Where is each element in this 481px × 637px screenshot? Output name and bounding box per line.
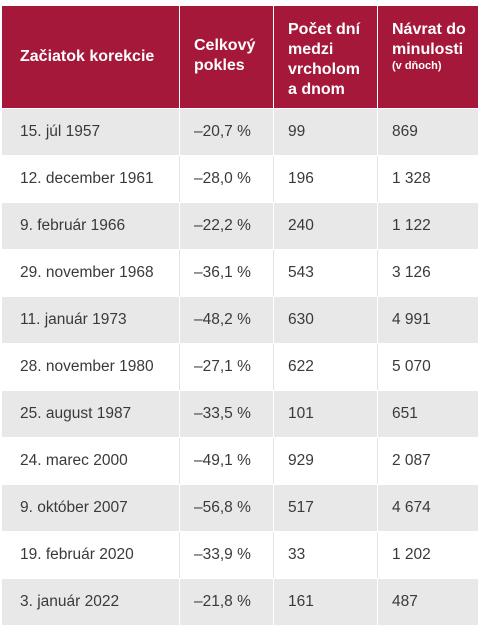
table-row: 3. január 2022 –21,8 % 161 487 bbox=[2, 578, 478, 625]
cell-decline: –56,8 % bbox=[180, 485, 274, 531]
cell-days-peak-trough: 33 bbox=[274, 532, 378, 578]
header-decline: Celkový pokles bbox=[180, 6, 274, 108]
cell-start: 9. október 2007 bbox=[2, 485, 180, 531]
table-row: 25. august 1987 –33,5 % 101 651 bbox=[2, 390, 478, 437]
cell-days-recovery: 1 122 bbox=[392, 217, 431, 234]
cell-start: 11. január 1973 bbox=[2, 297, 180, 343]
header-start-label: Začiatok korekcie bbox=[20, 48, 155, 65]
header-recovery-label: Návrat do minulosti bbox=[392, 21, 466, 58]
cell-start: 24. marec 2000 bbox=[2, 438, 180, 484]
cell-days-peak-trough: 240 bbox=[274, 203, 378, 249]
header-decline-label: Celkový pokles bbox=[194, 37, 256, 74]
cell-days-peak-trough: 517 bbox=[274, 485, 378, 531]
table-row: 24. marec 2000 –49,1 % 929 2 087 bbox=[2, 437, 478, 484]
table-row: 11. január 1973 –48,2 % 630 4 991 bbox=[2, 296, 478, 343]
cell-days-peak-trough: 161 bbox=[274, 579, 378, 625]
cell-start: 25. august 1987 bbox=[2, 391, 180, 437]
table-row: 19. február 2020 –33,9 % 33 1 202 bbox=[2, 531, 478, 578]
cell-decline: –48,2 % bbox=[180, 297, 274, 343]
cell-decline: –21,8 % bbox=[180, 579, 274, 625]
table-row: 29. november 1968 –36,1 % 543 3 126 bbox=[2, 249, 478, 296]
corrections-table: Začiatok korekcie Celkový pokles Počet d… bbox=[2, 6, 478, 625]
table-header: Začiatok korekcie Celkový pokles Počet d… bbox=[2, 6, 478, 108]
cell-start: 3. január 2022 bbox=[2, 579, 180, 625]
cell-decline: –20,7 % bbox=[180, 109, 274, 155]
cell-days-recovery: 2 087 bbox=[392, 452, 431, 469]
cell-days-recovery: 1 202 bbox=[392, 546, 431, 563]
table-row: 15. júl 1957 –20,7 % 99 869 bbox=[2, 108, 478, 155]
cell-start: 15. júl 1957 bbox=[2, 109, 180, 155]
cell-days-recovery: 487 bbox=[392, 593, 418, 610]
header-days-peak-trough: Počet dní medzi vrcholom a dnom bbox=[274, 6, 378, 108]
cell-days-peak-trough: 99 bbox=[274, 109, 378, 155]
cell-days-peak-trough: 630 bbox=[274, 297, 378, 343]
header-days-peak-trough-label: Počet dní medzi vrcholom a dnom bbox=[288, 21, 361, 98]
header-recovery-sublabel: (v dňoch) bbox=[392, 60, 442, 72]
cell-days-recovery: 651 bbox=[392, 405, 418, 422]
cell-days-peak-trough: 929 bbox=[274, 438, 378, 484]
cell-decline: –49,1 % bbox=[180, 438, 274, 484]
cell-decline: –27,1 % bbox=[180, 344, 274, 390]
table-row: 9. február 1966 –22,2 % 240 1 122 bbox=[2, 202, 478, 249]
cell-start: 19. február 2020 bbox=[2, 532, 180, 578]
cell-days-recovery: 5 070 bbox=[392, 358, 431, 375]
cell-days-peak-trough: 622 bbox=[274, 344, 378, 390]
table-body: 15. júl 1957 –20,7 % 99 869 12. december 196… bbox=[2, 108, 478, 625]
cell-start: 9. február 1966 bbox=[2, 203, 180, 249]
cell-days-recovery: 1 328 bbox=[392, 170, 431, 187]
cell-days-peak-trough: 543 bbox=[274, 250, 378, 296]
table-row: 9. október 2007 –56,8 % 517 4 674 bbox=[2, 484, 478, 531]
cell-days-recovery: 869 bbox=[392, 123, 418, 140]
cell-days-peak-trough: 196 bbox=[274, 156, 378, 202]
cell-start: 12. december 1961 bbox=[2, 156, 180, 202]
cell-days-recovery: 3 126 bbox=[392, 264, 431, 281]
cell-days-recovery: 4 991 bbox=[392, 311, 431, 328]
cell-decline: –22,2 % bbox=[180, 203, 274, 249]
table-row: 12. december 1961 –28,0 % 196 1 328 bbox=[2, 155, 478, 202]
cell-decline: –28,0 % bbox=[180, 156, 274, 202]
header-start: Začiatok korekcie bbox=[2, 6, 180, 108]
cell-days-peak-trough: 101 bbox=[274, 391, 378, 437]
cell-decline: –33,5 % bbox=[180, 391, 274, 437]
cell-start: 29. november 1968 bbox=[2, 250, 180, 296]
cell-start: 28. november 1980 bbox=[2, 344, 180, 390]
header-recovery-wrap: Návrat do minulosti (v dňoch) bbox=[392, 20, 470, 73]
cell-days-recovery: 4 674 bbox=[392, 499, 431, 516]
header-recovery: Návrat do minulosti (v dňoch) bbox=[378, 6, 478, 108]
cell-decline: –36,1 % bbox=[180, 250, 274, 296]
cell-decline: –33,9 % bbox=[180, 532, 274, 578]
table-row: 28. november 1980 –27,1 % 622 5 070 bbox=[2, 343, 478, 390]
